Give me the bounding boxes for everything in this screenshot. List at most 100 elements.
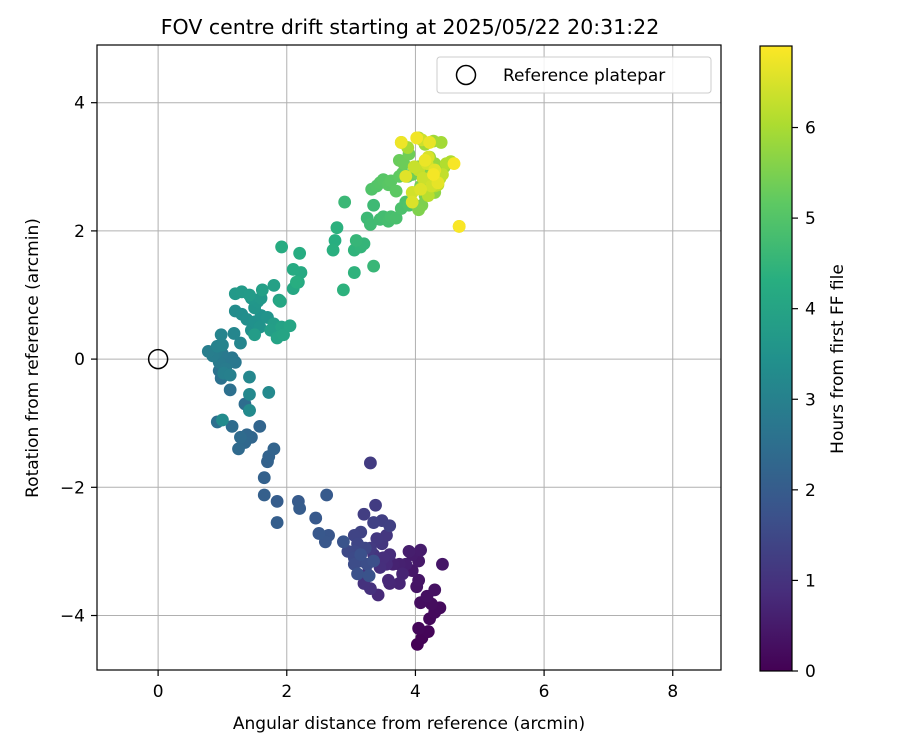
scatter-point	[309, 511, 323, 525]
scatter-point	[389, 211, 403, 225]
x-axis-label: Angular distance from reference (arcmin)	[233, 714, 585, 734]
scatter-point	[394, 136, 408, 149]
scatter-point	[270, 516, 284, 529]
scatter-point	[367, 259, 381, 273]
legend-label: Reference platepar	[503, 66, 665, 86]
scatter-point	[286, 262, 300, 276]
colorbar-ticks: 0 1 2 3 4 5 6	[792, 119, 816, 682]
scatter-point	[234, 430, 247, 444]
scatter-point	[416, 171, 430, 185]
colorbar-tick-label: 0	[805, 662, 816, 682]
colorbar-tick-label: 1	[805, 571, 816, 591]
scatter-point	[267, 278, 281, 292]
y-axis-label: Rotation from reference (arcmin)	[23, 218, 43, 498]
scatter-point	[336, 283, 350, 297]
scatter-point	[273, 295, 287, 308]
scatter-point	[382, 573, 395, 587]
scatter-point	[257, 471, 271, 485]
scatter-point	[376, 551, 390, 565]
scatter-point	[364, 456, 377, 470]
colorbar-gradient	[760, 46, 792, 671]
colorbar-tick-label: 4	[805, 300, 816, 320]
scatter-point	[407, 160, 421, 174]
scatter-point	[293, 246, 307, 260]
x-tick-label: 8	[667, 682, 678, 702]
scatter-point	[370, 532, 384, 545]
y-tick-label: 2	[74, 222, 85, 242]
scatter-point	[392, 577, 406, 590]
scatter-point	[347, 557, 361, 571]
scatter-point	[423, 136, 436, 149]
scatter-point	[367, 554, 381, 568]
scatter-point	[267, 442, 281, 456]
scatter-point	[277, 328, 290, 342]
scatter-point	[412, 621, 426, 635]
scatter-point	[293, 502, 307, 515]
y-tick-label: 0	[74, 350, 85, 370]
scatter-point	[243, 403, 256, 417]
scatter-point	[357, 507, 371, 521]
scatter-point	[243, 370, 256, 384]
scatter-point	[418, 153, 432, 167]
scatter-point	[436, 557, 449, 571]
scatter-point	[428, 583, 442, 597]
scatter-point	[262, 386, 276, 399]
scatter-point	[405, 195, 419, 209]
scatter-point	[255, 283, 269, 297]
scatter-points	[201, 131, 466, 651]
scatter-point	[253, 420, 267, 433]
scatter-point	[330, 221, 344, 235]
legend: Reference platepar	[436, 56, 712, 94]
scatter-point	[243, 288, 256, 302]
scatter-point	[216, 338, 229, 352]
scatter-point	[234, 336, 247, 350]
grid-lines	[97, 45, 721, 670]
scatter-point	[364, 218, 377, 231]
scatter-point	[227, 327, 241, 340]
colorbar-label: Hours from first FF file	[828, 264, 848, 454]
y-axis-ticks: −4 −2 0 2 4	[60, 94, 97, 627]
scatter-point	[389, 184, 403, 198]
x-tick-label: 6	[539, 682, 550, 702]
scatter-point	[248, 328, 262, 342]
x-tick-label: 2	[281, 682, 292, 702]
scatter-point	[396, 567, 409, 581]
scatter-point	[347, 266, 361, 279]
scatter-point	[270, 495, 284, 508]
scatter-point	[223, 368, 237, 382]
colorbar-tick-label: 5	[805, 209, 816, 229]
scatter-point	[328, 234, 342, 247]
scatter-point	[275, 240, 289, 254]
scatter-point	[434, 136, 448, 149]
x-tick-label: 0	[153, 682, 164, 702]
scatter-point	[326, 243, 340, 257]
scatter-point	[414, 182, 427, 196]
scatter-point	[290, 275, 303, 289]
x-tick-label: 4	[410, 682, 421, 702]
scatter-point	[410, 131, 424, 145]
scatter-point	[414, 543, 427, 557]
scatter-point	[421, 625, 435, 638]
scatter-point	[336, 535, 350, 549]
scatter-point	[369, 498, 382, 512]
scatter-point	[354, 548, 368, 562]
scatter-point	[367, 198, 381, 212]
scatter-point	[427, 168, 440, 181]
scatter-point	[338, 195, 352, 209]
scatter-point	[397, 157, 411, 170]
scatter-point	[452, 220, 466, 233]
scatter-point	[362, 569, 376, 583]
y-tick-label: −4	[60, 607, 85, 627]
x-axis-ticks: 0 2 4 6 8	[153, 670, 678, 702]
colorbar: 0 1 2 3 4 5 6 Hours from first FF file	[759, 45, 848, 682]
scatter-point	[257, 488, 271, 502]
scatter-point	[383, 519, 397, 533]
plot-area-frame	[96, 44, 722, 671]
scatter-point	[214, 328, 228, 342]
legend-box	[436, 56, 712, 94]
chart-title: FOV centre drift starting at 2025/05/22 …	[161, 15, 660, 39]
scatter-point	[399, 170, 413, 183]
scatter-point	[367, 516, 381, 529]
y-tick-label: −2	[60, 478, 85, 498]
scatter-point	[349, 234, 363, 247]
